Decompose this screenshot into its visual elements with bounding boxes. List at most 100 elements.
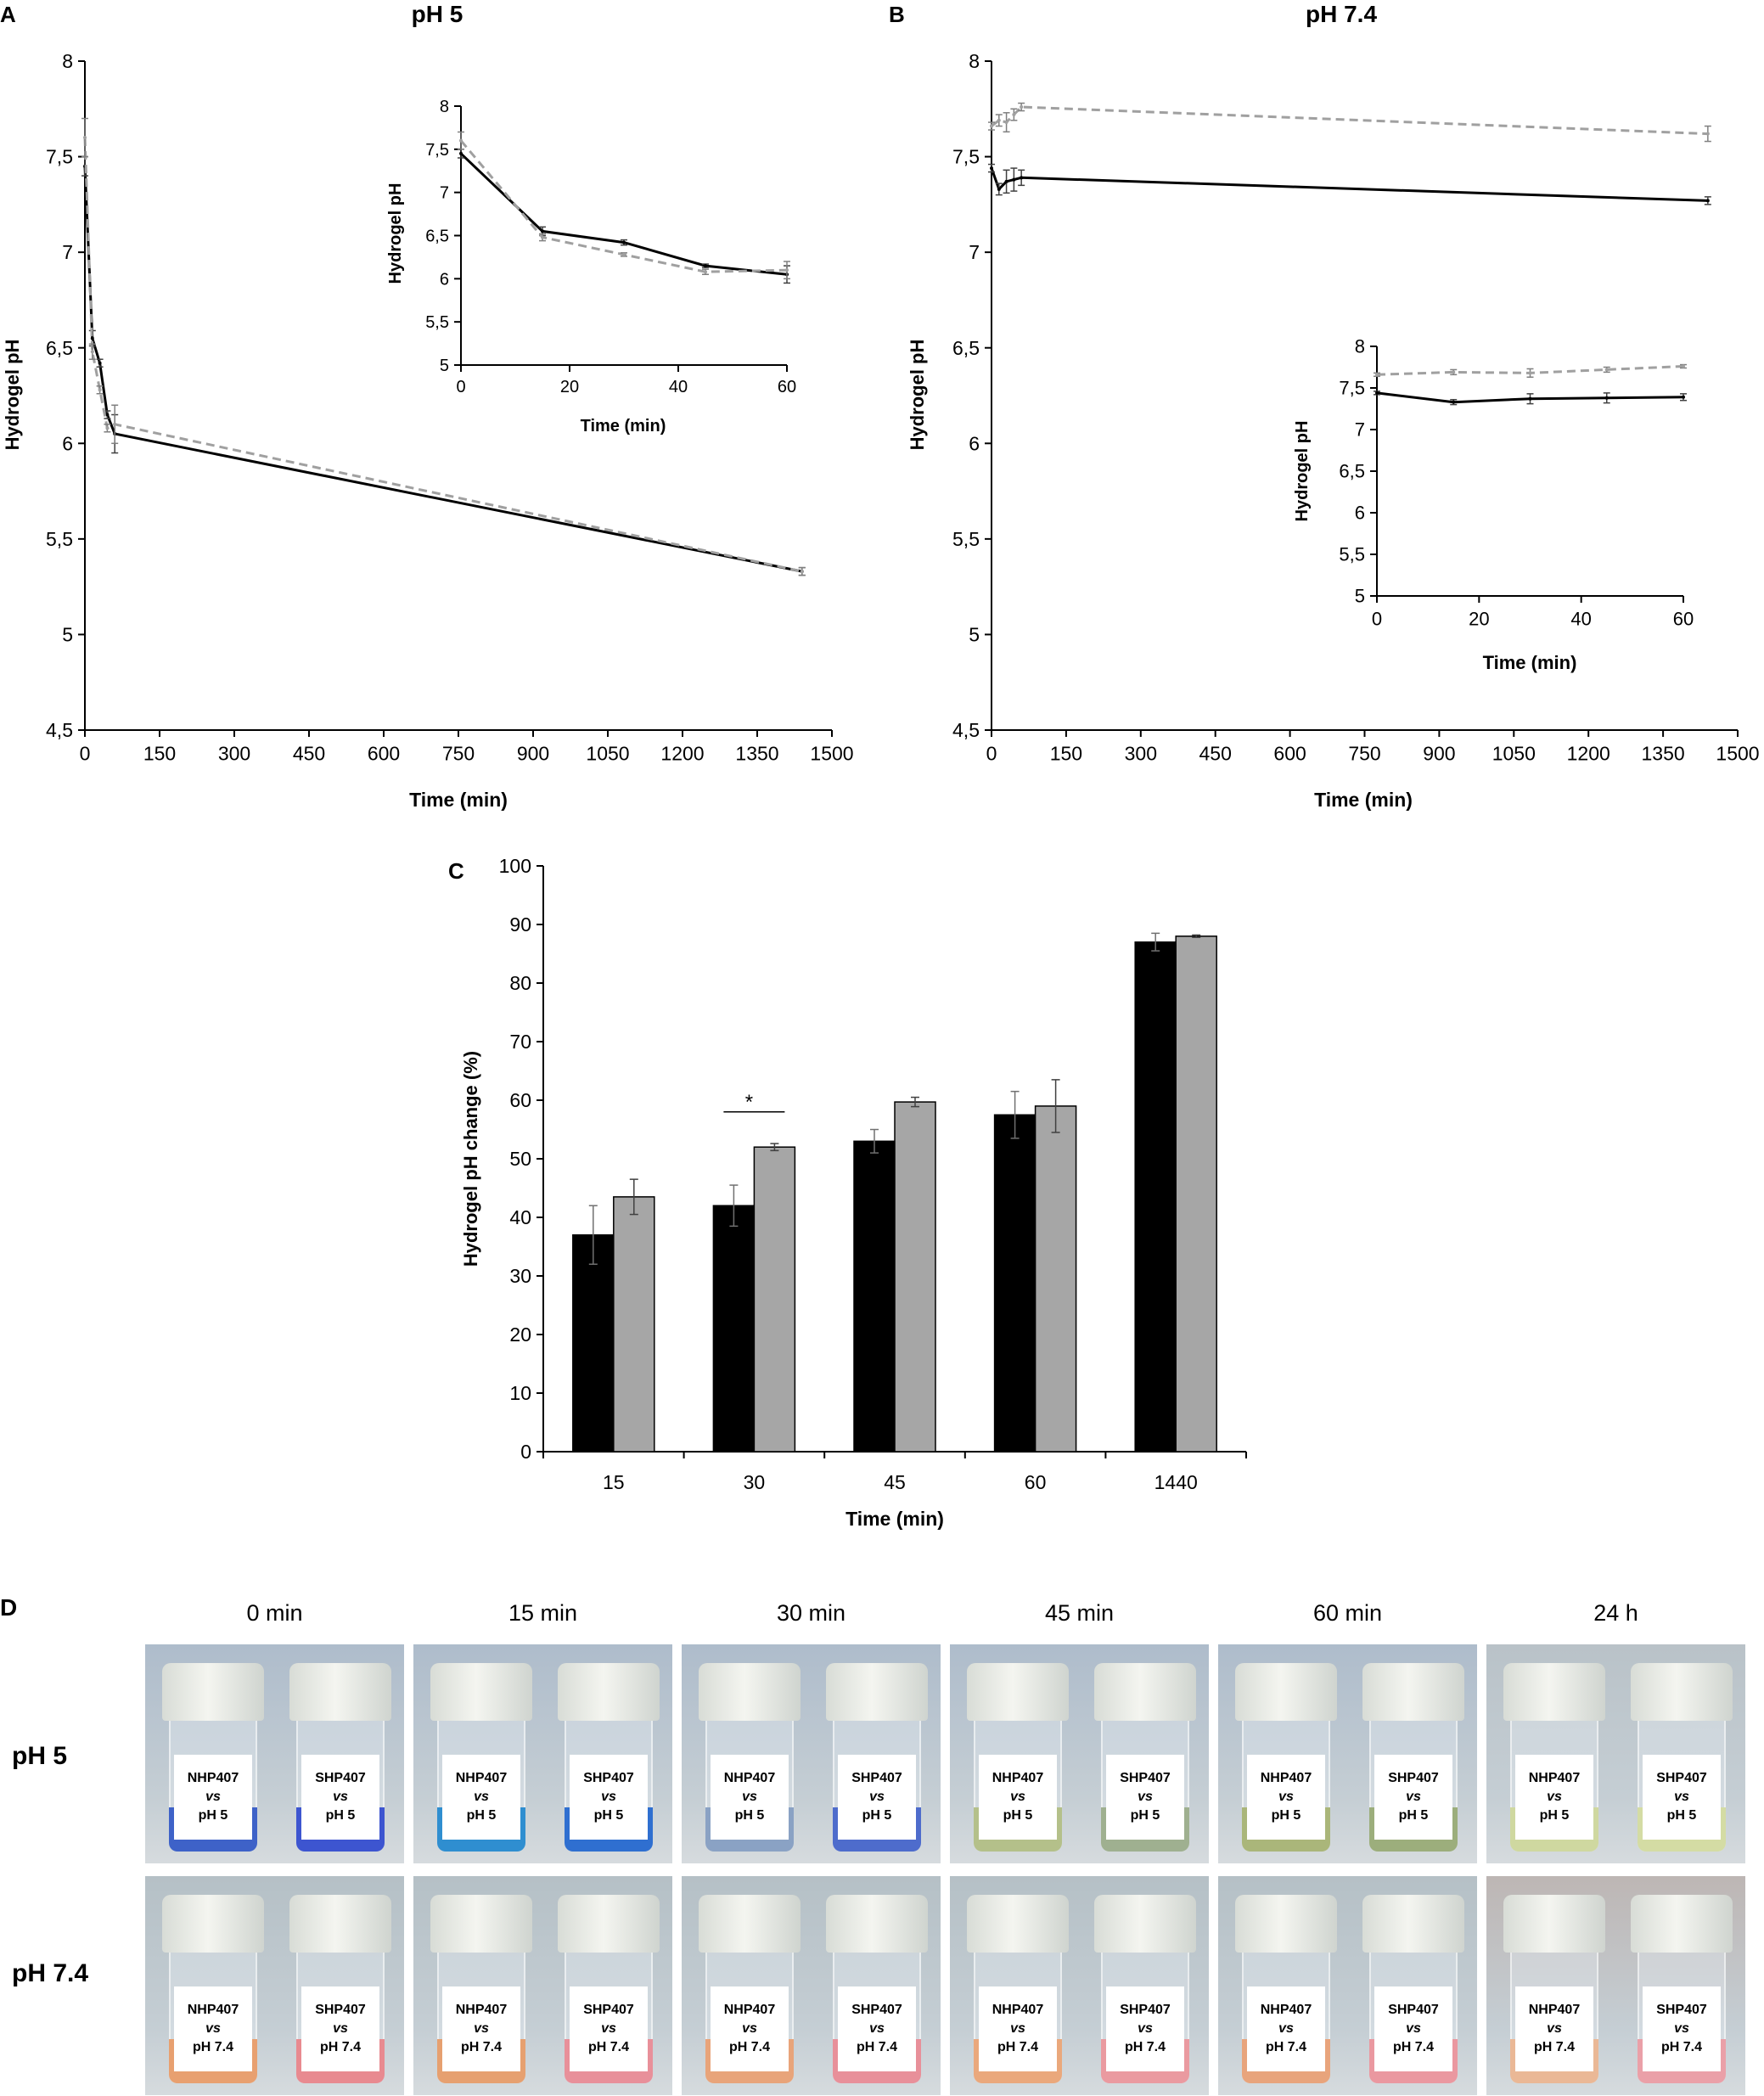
- bar-SHP407-15: [613, 1196, 655, 1453]
- vial-label-ph: pH 5: [1398, 1808, 1429, 1823]
- data-point-SHP407: [1682, 364, 1685, 368]
- y-tick-label: 7: [969, 241, 980, 263]
- y-tick-label: 10: [509, 1382, 531, 1404]
- data-point-NHP407: [1020, 176, 1024, 180]
- vial-cap: [1094, 1663, 1196, 1721]
- panel-a-inset-chart: 5 5,5 6 6,5 7 7,5 8 0 20 40 60: [425, 98, 796, 396]
- data-point-NHP407: [1012, 177, 1016, 182]
- y-tick-label: 5,5: [425, 313, 449, 332]
- shp407-vial: SHP407 vs pH 5: [1094, 1663, 1196, 1852]
- vial-label: NHP407 vs pH 5: [711, 1755, 789, 1840]
- panel-b-title: pH 7.4: [1306, 1, 1377, 27]
- vial-label: NHP407 vs pH 5: [979, 1755, 1057, 1840]
- y-tick-label: 6: [1355, 503, 1365, 524]
- vial-label-name: SHP407: [315, 2003, 366, 2017]
- data-point-SHP407: [1012, 113, 1016, 117]
- vial-cap: [162, 1663, 264, 1721]
- x-tick-label: 20: [560, 378, 579, 396]
- vial-label-name: NHP407: [723, 2003, 776, 2017]
- vial-cap: [826, 1663, 928, 1721]
- x-tick-label: 600: [1273, 743, 1306, 765]
- y-tick-label: 60: [509, 1089, 531, 1111]
- vial-label-ph: pH 5: [593, 1808, 624, 1823]
- y-tick-label: 7,5: [425, 141, 449, 160]
- panel-b-inset-chart: 5 5,5 6 6,5 7 7,5 8 0 20 40 60: [1339, 336, 1694, 630]
- nhp407-vial: NHP407 vs pH 5: [1503, 1663, 1605, 1852]
- vial-label-name: NHP407: [992, 2003, 1044, 2017]
- vial-label-vs: vs: [205, 2021, 221, 2036]
- vial-label-ph: pH 5: [1666, 1808, 1697, 1823]
- panel-a-letter: A: [0, 2, 16, 27]
- vial-photo-r1-c3: NHP407 vs pH 5 SHP407 vs pH 5: [682, 1644, 941, 1863]
- y-tick-label: 40: [509, 1206, 531, 1228]
- x-tick-label: 1050: [1492, 743, 1536, 765]
- data-point-SHP407: [1375, 373, 1379, 377]
- vial-label-ph: pH 7.4: [192, 2040, 233, 2054]
- vial-label-name: NHP407: [992, 1771, 1044, 1785]
- bar-SHP407-60: [1034, 1105, 1077, 1453]
- vial-label-ph: pH 5: [198, 1808, 228, 1823]
- y-tick-label: 8: [969, 50, 980, 72]
- panel-b-inset-ylabel: Hydrogel pH: [1293, 421, 1312, 522]
- x-tick-label: 60: [1025, 1471, 1047, 1493]
- shp407-vial: SHP407 vs pH 5: [558, 1663, 660, 1852]
- vial-label-vs: vs: [869, 2021, 885, 2036]
- x-tick-label: 1500: [1716, 743, 1759, 765]
- bar-SHP407-30: [753, 1146, 796, 1453]
- vial-label: SHP407 vs pH 5: [570, 1755, 648, 1840]
- data-point-SHP407: [622, 252, 626, 256]
- x-tick-label: 60: [1673, 608, 1694, 629]
- panel-d-row-label-2: pH 7.4: [12, 1959, 89, 1987]
- vial-label-ph: pH 7.4: [1265, 2040, 1306, 2054]
- x-tick-label: 15: [603, 1471, 625, 1493]
- vial-label-vs: vs: [1278, 2021, 1294, 2036]
- vial-label-name: NHP407: [1528, 1771, 1581, 1785]
- y-tick-label: 7,5: [46, 146, 73, 168]
- y-tick-label: 50: [509, 1148, 531, 1170]
- data-point-SHP407: [1528, 371, 1532, 375]
- vial-label-ph: pH 7.4: [1392, 2040, 1434, 2054]
- x-tick-label: 40: [1570, 608, 1591, 629]
- bar-SHP407-45: [894, 1101, 936, 1453]
- vial-photo-r1-c5: NHP407 vs pH 5 SHP407 vs pH 5: [1218, 1644, 1477, 1863]
- nhp407-vial: NHP407 vs pH 5: [699, 1663, 801, 1852]
- vial-label-vs: vs: [1010, 1790, 1025, 1804]
- vial-cap: [1631, 1663, 1733, 1721]
- x-tick-label: 600: [368, 743, 400, 765]
- data-point-SHP407: [800, 570, 804, 574]
- data-point-SHP407: [90, 350, 94, 354]
- y-tick-label: 8: [1355, 336, 1365, 357]
- data-point-NHP407: [990, 166, 993, 171]
- data-point-NHP407: [1528, 396, 1532, 401]
- panel-b-ylabel: Hydrogel pH: [907, 340, 928, 451]
- nhp407-vial: NHP407 vs pH 7.4: [967, 1895, 1069, 2083]
- vial-label-name: NHP407: [455, 1771, 508, 1785]
- vial-cap: [289, 1663, 391, 1721]
- panel-b-inset-xlabel: Time (min): [1483, 652, 1577, 673]
- panel-b-xlabel: Time (min): [1314, 789, 1413, 811]
- panel-b-chart: 4,555,566,577,580 150 300 450 600 750 900 1050 1…: [952, 50, 1760, 765]
- vial-label: NHP407 vs pH 5: [174, 1755, 252, 1840]
- vial-label-ph: pH 5: [1271, 1808, 1301, 1823]
- data-point-NHP407: [1705, 199, 1710, 203]
- data-point-SHP407: [704, 270, 707, 274]
- time-label-0: 0 min: [246, 1600, 303, 1626]
- vial-label-vs: vs: [601, 1790, 616, 1804]
- x-tick-label: 1500: [810, 743, 853, 765]
- y-tick-label: 5: [1355, 586, 1365, 607]
- shp407-vial: SHP407 vs pH 5: [289, 1663, 391, 1852]
- data-point-SHP407: [1604, 368, 1609, 372]
- time-label-2: 30 min: [776, 1600, 846, 1626]
- vial-label-name: SHP407: [315, 1771, 366, 1785]
- bar-NHP407-30: [712, 1205, 756, 1453]
- x-tick-label: 1350: [735, 743, 778, 765]
- vial-label-vs: vs: [1406, 1790, 1421, 1804]
- vial-label-name: SHP407: [1656, 2003, 1707, 2017]
- vial-label-vs: vs: [742, 1790, 757, 1804]
- vial-label-ph: pH 5: [466, 1808, 497, 1823]
- vial-label-name: SHP407: [583, 1771, 634, 1785]
- vial-label-ph: pH 7.4: [1533, 2040, 1575, 2054]
- vial-label-name: SHP407: [583, 2003, 634, 2017]
- nhp407-vial: NHP407 vs pH 5: [1235, 1663, 1337, 1852]
- vial-label-vs: vs: [333, 1790, 348, 1804]
